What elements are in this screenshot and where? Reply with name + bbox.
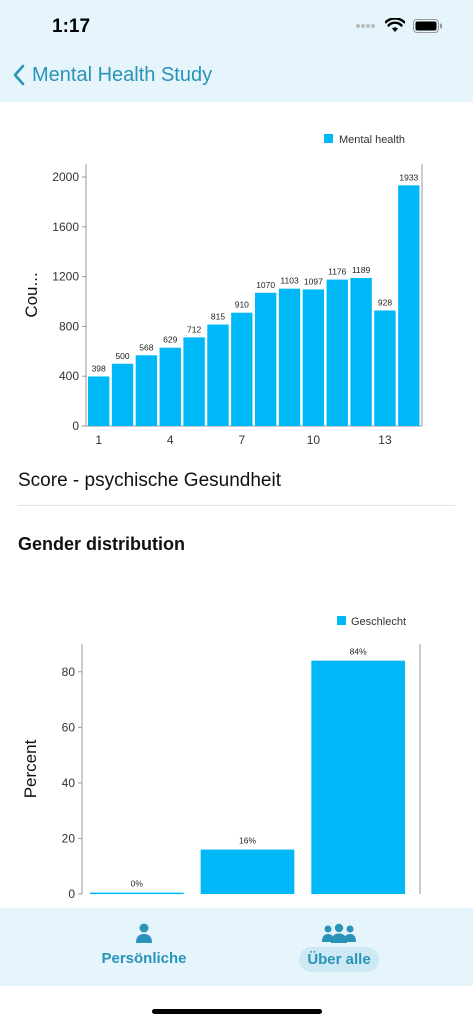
y-tick-label: 400 bbox=[59, 369, 79, 383]
person-icon bbox=[136, 923, 152, 943]
battery-icon bbox=[413, 18, 442, 33]
bar bbox=[135, 355, 158, 426]
bar-value-label: 1933 bbox=[399, 172, 418, 182]
y-tick-label: 40 bbox=[62, 776, 76, 790]
x-tick-label: 13 bbox=[378, 433, 392, 447]
status-icons bbox=[355, 18, 443, 33]
y-tick-label: 1200 bbox=[52, 270, 79, 284]
bar-value-label: 1176 bbox=[328, 267, 347, 277]
y-tick-label: 800 bbox=[59, 319, 79, 333]
wifi-icon bbox=[385, 18, 405, 32]
tab-all[interactable]: Über alle bbox=[294, 908, 384, 986]
bar-value-label: 712 bbox=[187, 324, 201, 334]
tab-bar: Persönliche Über alle bbox=[0, 908, 473, 986]
bar bbox=[302, 289, 325, 426]
divider bbox=[18, 505, 455, 506]
tab-personal-label: Persönliche bbox=[101, 950, 187, 967]
bar-value-label: 500 bbox=[115, 351, 129, 361]
chevron-left-icon bbox=[13, 64, 25, 86]
tab-personal[interactable]: Persönliche bbox=[92, 908, 196, 986]
y-tick-label: 0 bbox=[68, 887, 75, 901]
status-time: 1:17 bbox=[52, 16, 91, 37]
y-tick-label: 20 bbox=[62, 831, 76, 845]
bar-value-label: 568 bbox=[139, 342, 153, 352]
score-label: Score - psychische Gesundheit bbox=[18, 470, 281, 491]
bar bbox=[159, 347, 181, 426]
bar bbox=[90, 892, 184, 895]
y-tick-label: 0 bbox=[72, 419, 79, 433]
legend-label: Mental health bbox=[339, 134, 405, 146]
y-axis-label: Percent bbox=[21, 739, 40, 798]
bar-value-label: 815 bbox=[211, 312, 225, 322]
content-scroll-area[interactable]: Mental health 0 400 800 1200 1600 2000 Cou... 39… bbox=[0, 102, 473, 908]
nav-title: Mental Health Study bbox=[32, 63, 213, 86]
bar-value-label: 1103 bbox=[280, 276, 299, 286]
bar bbox=[183, 337, 205, 426]
y-tick-label: 60 bbox=[62, 720, 76, 734]
y-tick-label: 80 bbox=[62, 665, 76, 679]
status-bar: 1:17 bbox=[0, 0, 473, 54]
bar-value-label: 928 bbox=[378, 297, 392, 307]
bar bbox=[326, 279, 348, 426]
bar-value-label: 1189 bbox=[352, 265, 371, 275]
section-title: Gender distribution bbox=[18, 534, 186, 554]
bar bbox=[311, 660, 405, 894]
bar-value-label: 1097 bbox=[304, 276, 323, 286]
bar bbox=[350, 277, 372, 426]
tab-all-label: Über alle bbox=[299, 947, 379, 972]
bar-value-label: 910 bbox=[235, 300, 249, 310]
legend-swatch bbox=[324, 134, 333, 143]
y-axis-label: Cou... bbox=[22, 272, 41, 317]
bar bbox=[398, 185, 420, 426]
x-tick-label: 7 bbox=[238, 433, 245, 447]
bar bbox=[111, 363, 134, 426]
group-icon bbox=[322, 923, 356, 943]
bar-value-label: 16% bbox=[239, 836, 256, 846]
bar bbox=[231, 312, 253, 426]
bar bbox=[88, 376, 110, 426]
x-tick-label: 1 bbox=[95, 433, 102, 447]
y-tick-label: 1600 bbox=[52, 220, 79, 234]
bar bbox=[207, 324, 229, 426]
bar bbox=[278, 288, 301, 426]
x-tick-label: 4 bbox=[167, 433, 174, 447]
bar bbox=[200, 849, 295, 894]
bar-value-label: 84% bbox=[350, 647, 367, 657]
bar-value-label: 0% bbox=[131, 879, 144, 889]
mental-health-chart: Mental health 0 400 800 1200 1600 2000 Cou... 39… bbox=[22, 134, 423, 447]
home-indicator bbox=[152, 1009, 322, 1014]
back-button[interactable]: Mental Health Study bbox=[12, 63, 212, 87]
bar-value-label: 398 bbox=[92, 363, 106, 373]
bar-value-label: 1070 bbox=[256, 280, 275, 290]
bar bbox=[374, 310, 396, 426]
signal-icon bbox=[356, 23, 375, 28]
y-tick-label: 2000 bbox=[52, 170, 79, 184]
navigation-bar: Mental Health Study bbox=[0, 54, 473, 102]
home-indicator-area bbox=[0, 986, 473, 1024]
gender-chart: Geschlecht 0 20 40 60 80 Percent 0% 16% 84% bbox=[21, 616, 421, 901]
bar bbox=[255, 292, 277, 426]
legend-swatch bbox=[337, 616, 346, 625]
x-tick-label: 10 bbox=[307, 433, 321, 447]
bar-value-label: 629 bbox=[163, 335, 177, 345]
legend-label: Geschlecht bbox=[351, 616, 406, 628]
